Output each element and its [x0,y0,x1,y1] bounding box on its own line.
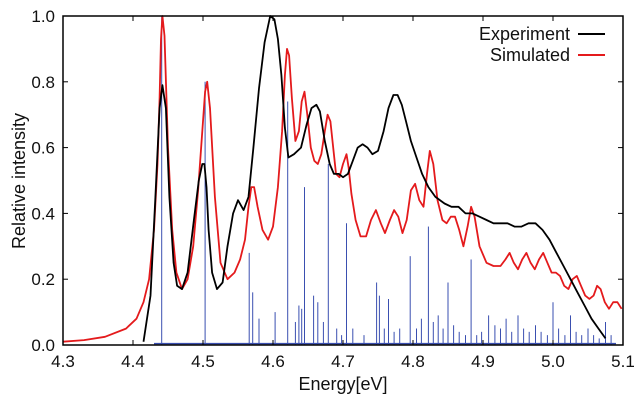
x-tick-label-3: 4.6 [261,352,285,371]
series-line-experiment [142,15,607,342]
y-tick-label-3: 0.6 [31,139,55,158]
x-tick-label-5: 4.8 [401,352,425,371]
series-line-simulated [62,15,623,343]
x-axis-label: Energy[eV] [298,374,387,394]
y-axis-label: Relative intensity [9,113,29,249]
legend-label-simulated: Simulated [490,45,570,65]
x-tick-label-7: 5.0 [541,352,565,371]
y-axis: 0.0 0.2 0.4 0.6 0.8 1.0 [31,7,623,355]
x-tick-label-4: 4.7 [331,352,355,371]
y-tick-label-1: 0.2 [31,270,55,289]
legend-label-experiment: Experiment [479,24,570,44]
x-tick-label-2: 4.5 [191,352,215,371]
x-tick-label-6: 4.9 [471,352,495,371]
y-tick-label-0: 0.0 [31,336,55,355]
y-tick-label-5: 1.0 [31,7,55,26]
plot-frame [62,15,624,346]
series-lines [62,15,623,343]
x-tick-label-1: 4.4 [121,352,145,371]
y-tick-label-2: 0.4 [31,204,55,223]
y-tick-label-4: 0.8 [31,73,55,92]
legend: Experiment Simulated [479,24,605,65]
stick-spectrum [154,16,616,345]
x-tick-label-8: 5.1 [611,352,635,371]
x-tick-label-0: 4.3 [51,352,75,371]
x-axis: 4.3 4.4 4.5 4.6 4.7 4.8 4.9 5.0 5.1 [51,16,635,371]
